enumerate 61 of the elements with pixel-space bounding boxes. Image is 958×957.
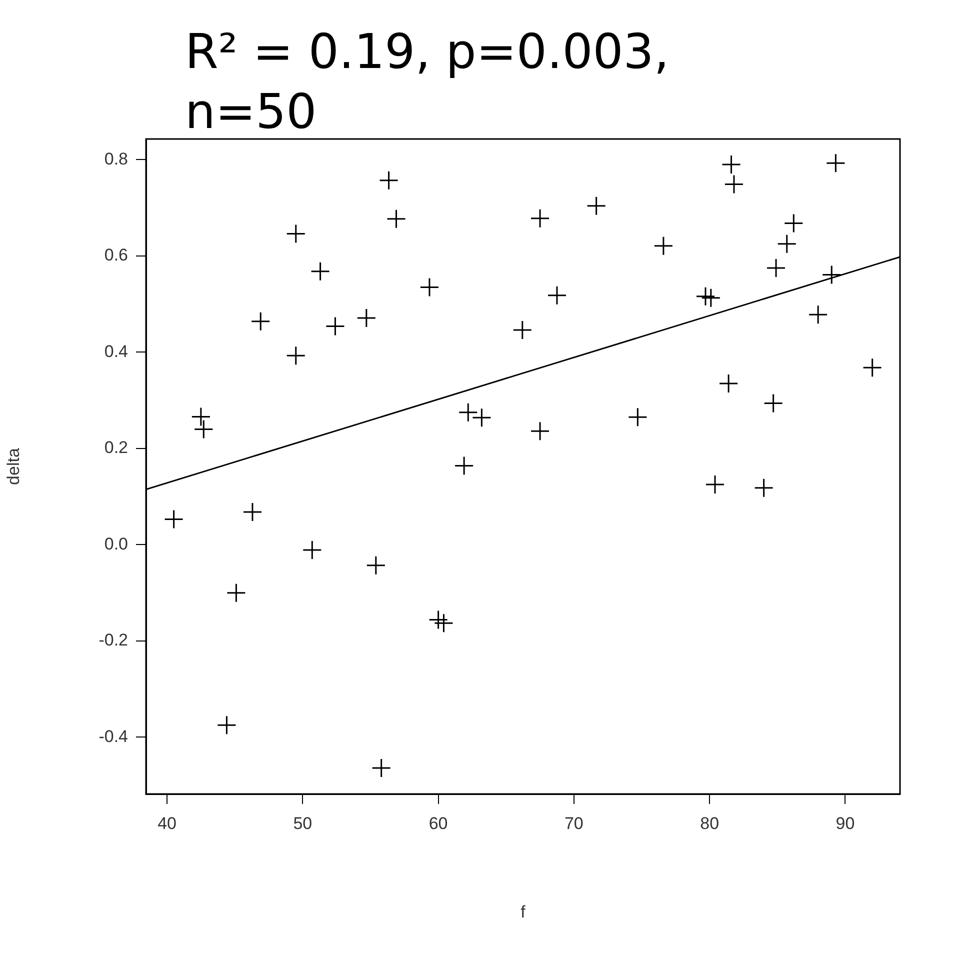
point xyxy=(724,174,744,194)
y-tick-label: 0.2 xyxy=(104,438,128,458)
point xyxy=(512,320,532,340)
point xyxy=(754,478,774,498)
y-tick-label: 0.6 xyxy=(104,246,128,265)
point xyxy=(372,758,392,778)
point xyxy=(530,421,550,441)
point xyxy=(434,613,454,633)
point xyxy=(325,316,345,336)
point xyxy=(784,213,804,233)
y-tick-label: 0.4 xyxy=(104,342,128,361)
point xyxy=(826,153,846,173)
point xyxy=(428,610,448,630)
point xyxy=(530,208,550,228)
x-tick-label: 80 xyxy=(700,814,720,833)
point xyxy=(420,277,440,297)
point xyxy=(302,540,322,560)
chart-title: R² = 0.19, p=0.003, n=50 xyxy=(185,23,670,142)
point xyxy=(547,286,567,306)
point xyxy=(472,408,492,428)
point xyxy=(286,224,306,244)
point xyxy=(242,502,262,522)
y-tick-label: -0.2 xyxy=(98,630,128,650)
point xyxy=(862,358,882,378)
point xyxy=(386,209,406,229)
point xyxy=(764,393,784,413)
point xyxy=(722,154,742,174)
point xyxy=(226,583,246,603)
y-axis-title: delta xyxy=(4,448,23,485)
y-tick-label: 0.0 xyxy=(104,534,128,554)
point xyxy=(454,456,474,476)
point xyxy=(777,234,797,254)
y-tick-label: -0.4 xyxy=(98,726,128,746)
point xyxy=(586,196,606,216)
point xyxy=(808,304,828,324)
point xyxy=(458,402,478,422)
point xyxy=(356,308,376,328)
point xyxy=(250,312,270,332)
point xyxy=(164,509,184,529)
point xyxy=(310,262,330,282)
y-tick-label: 0.8 xyxy=(104,149,128,168)
point xyxy=(191,406,211,426)
point xyxy=(216,715,236,735)
x-tick-label: 60 xyxy=(428,814,448,833)
x-axis-title: f xyxy=(520,902,526,922)
point xyxy=(766,258,786,278)
x-tick-label: 90 xyxy=(836,814,855,833)
point xyxy=(366,556,386,576)
point xyxy=(718,374,738,394)
point xyxy=(822,264,842,284)
point xyxy=(705,474,725,494)
point xyxy=(701,288,721,308)
point xyxy=(696,286,716,306)
point xyxy=(628,407,648,427)
point xyxy=(194,419,214,439)
x-tick-label: 50 xyxy=(293,814,312,833)
point xyxy=(654,236,674,256)
x-tick-label: 70 xyxy=(564,814,584,833)
point xyxy=(379,170,399,190)
x-tick-label: 40 xyxy=(158,814,176,833)
point xyxy=(286,346,306,366)
